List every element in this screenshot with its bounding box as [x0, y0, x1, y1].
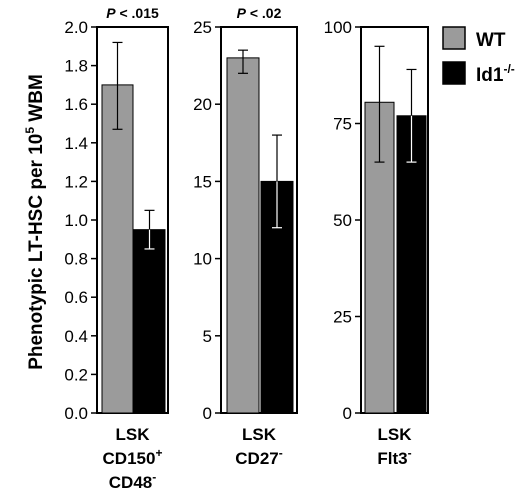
- bar-id1: [133, 229, 166, 414]
- y-tick-label: 0.4: [64, 327, 88, 346]
- bar-wt: [101, 84, 134, 414]
- y-tick-label: 20: [193, 95, 212, 114]
- y-tick-label: 25: [193, 18, 212, 37]
- y-tick-label: 10: [193, 250, 212, 269]
- category-label-text: CD27: [235, 449, 278, 468]
- p-value-symbol: P: [237, 5, 247, 21]
- y-tick-label: 100: [324, 18, 352, 37]
- category-label-cd27: LSK: [242, 425, 277, 444]
- y-tick-label: 0.8: [64, 250, 88, 269]
- y-tick-label: 2.0: [64, 18, 88, 37]
- y-axis-label-tail: WBM: [26, 74, 47, 127]
- p-value-label: P < .02: [237, 5, 282, 21]
- legend-label-id1-main: Id1: [476, 65, 504, 86]
- legend: WT Id1-/-: [442, 26, 515, 86]
- category-label-text: LSK: [116, 425, 151, 444]
- bar-wt: [226, 57, 260, 414]
- y-tick-label: 1.2: [64, 172, 88, 191]
- bar-id1: [396, 115, 427, 414]
- panel-cd27: 0 5 10 15 20 25 P < .02 LSK CD27-: [193, 5, 298, 468]
- category-label-text: LSK: [378, 425, 413, 444]
- y-tick-label: 1.8: [64, 57, 88, 76]
- category-label-cd150-cd48: CD150+: [103, 446, 163, 468]
- y-tick-label: 5: [203, 327, 212, 346]
- legend-label-id1-superscript: -/-: [503, 62, 514, 76]
- panel-flt3: 0 25 50 75 100 LSK Flt3-: [324, 18, 429, 468]
- y-tick-label: 0.0: [64, 404, 88, 423]
- p-value-label: P < .015: [106, 5, 159, 21]
- legend-swatch-wt: [442, 26, 466, 50]
- category-label-flt3: LSK: [378, 425, 413, 444]
- legend-label-wt: WT: [476, 30, 506, 51]
- y-axis-label-superscript: 5: [23, 127, 37, 134]
- category-label-text: LSK: [242, 425, 277, 444]
- y-tick-label: 0: [203, 404, 212, 423]
- category-label-superscript: -: [152, 470, 156, 484]
- panel-cd150-cd48: 0.0 0.2 0.4 0.6 0.8 1.0 1.2 1.4 1.6 1.8 2.0 P < .01…: [64, 5, 169, 492]
- y-axis-label-main: Phenotypic LT-HSC per 10: [26, 134, 47, 370]
- legend-label-id1: Id1-/-: [476, 62, 515, 86]
- y-tick-label: 1.4: [64, 134, 88, 153]
- p-value-symbol: P: [106, 5, 116, 21]
- y-tick-label: 0.6: [64, 288, 88, 307]
- y-tick-label: 1.6: [64, 95, 88, 114]
- y-tick-label: 75: [333, 115, 352, 134]
- category-label-flt3: Flt3-: [377, 446, 411, 468]
- y-tick-label: 0.2: [64, 365, 88, 384]
- y-tick-label: 1.0: [64, 211, 88, 230]
- y-tick-label: 25: [333, 308, 352, 327]
- category-label-cd27: CD27-: [235, 446, 282, 468]
- category-label-cd150-cd48: LSK: [116, 425, 151, 444]
- category-label-superscript: -: [279, 446, 283, 460]
- category-label-text: CD48: [109, 473, 152, 492]
- y-tick-label: 15: [193, 172, 212, 191]
- category-label-superscript: +: [155, 446, 162, 460]
- y-tick-label: 0: [343, 404, 352, 423]
- category-label-superscript: -: [408, 446, 412, 460]
- p-value-text: < .02: [246, 5, 282, 21]
- p-value-text: < .015: [116, 5, 159, 21]
- category-label-cd150-cd48: CD48-: [109, 470, 156, 492]
- category-label-text: CD150: [103, 449, 156, 468]
- y-axis-label: Phenotypic LT-HSC per 105 WBM: [23, 74, 47, 370]
- category-label-text: Flt3: [377, 449, 407, 468]
- y-tick-label: 50: [333, 211, 352, 230]
- legend-swatch-id1: [442, 61, 466, 85]
